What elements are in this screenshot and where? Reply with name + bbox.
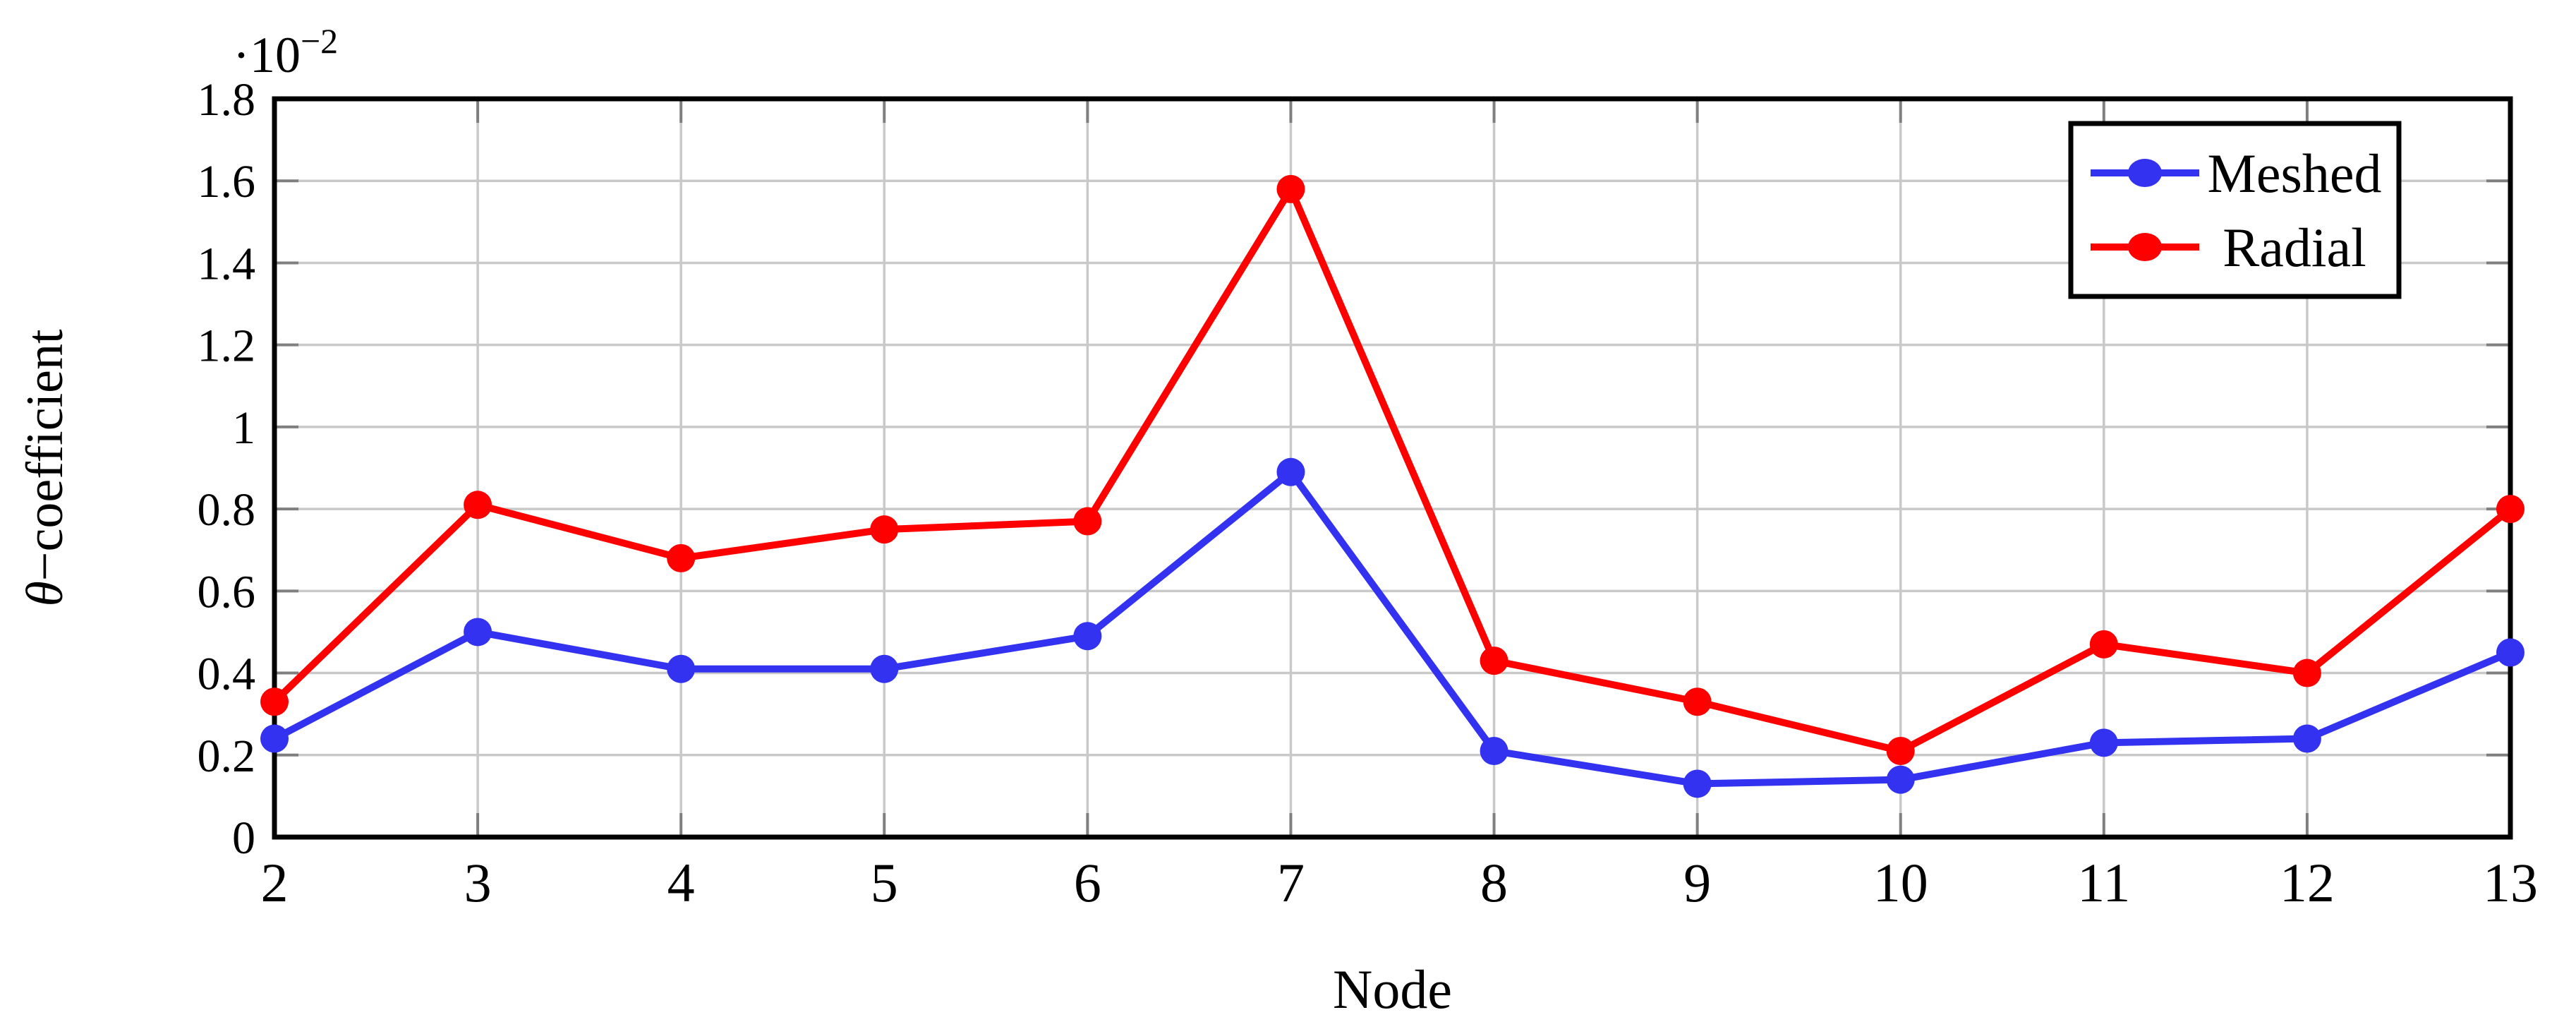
x-tick-label: 7	[1277, 852, 1305, 913]
radial-marker-node-5	[870, 515, 899, 544]
radial-marker-node-12	[2292, 659, 2321, 687]
x-tick-label: 6	[1074, 852, 1101, 913]
y-tick-label: 0.4	[198, 649, 256, 700]
radial-marker-node-6	[1073, 507, 1102, 536]
legend-label: Meshed	[2208, 143, 2382, 204]
radial-series-line	[272, 185, 2513, 755]
meshed-marker-node-4	[667, 654, 696, 683]
x-tick-label: 3	[464, 852, 492, 913]
y-tick-label: 0.8	[198, 484, 256, 536]
y-tick-label: 1.4	[198, 238, 256, 289]
radial-marker-node-3	[464, 491, 492, 519]
radial-marker-node-8	[1480, 647, 1508, 675]
meshed-marker-node-3	[464, 618, 492, 647]
legend-box	[2068, 121, 2402, 299]
legend-item-radial: Radial	[2091, 217, 2366, 278]
meshed-marker-node-11	[2089, 728, 2118, 757]
radial-marker-node-4	[667, 543, 696, 572]
x-tick-label: 5	[871, 852, 898, 913]
x-tick-label: 9	[1683, 852, 1711, 913]
y-tick-label: 1.2	[198, 320, 256, 372]
y-tick-label: 1.6	[198, 156, 256, 208]
radial-marker-node-11	[2089, 630, 2118, 659]
x-axis-title: Node	[1333, 958, 1452, 1020]
y-tick-label: 1.8	[198, 74, 256, 126]
legend: Meshed Radial	[2068, 121, 2402, 299]
radial-series	[260, 174, 2524, 765]
legend-marker-icon	[2128, 159, 2162, 187]
x-tick-label: 10	[1873, 852, 1928, 913]
y-axis-title: θ−coefficient	[16, 329, 74, 607]
meshed-marker-node-10	[1886, 765, 1915, 794]
radial-marker-node-9	[1683, 687, 1712, 716]
y-tick-label: 0.6	[198, 566, 256, 618]
x-tick-label: 2	[261, 852, 289, 913]
meshed-series-line	[272, 468, 2512, 788]
radial-marker-node-10	[1886, 736, 1915, 765]
meshed-marker-node-5	[870, 654, 899, 683]
meshed-series	[260, 457, 2524, 798]
y-tick-label: 0.2	[198, 731, 256, 782]
radial-marker-node-13	[2496, 495, 2524, 524]
x-tick-label: 12	[2280, 852, 2335, 913]
radial-marker-node-2	[260, 687, 289, 716]
plot-border	[272, 96, 2513, 840]
meshed-marker-node-7	[1276, 457, 1305, 486]
legend-marker-icon	[2128, 233, 2162, 261]
meshed-marker-node-12	[2292, 724, 2321, 753]
legend-label: Radial	[2223, 217, 2366, 278]
tick-marks	[273, 99, 2512, 837]
radial-marker-node-7	[1276, 174, 1305, 203]
x-tick-label: 11	[2077, 852, 2130, 913]
x-tick-label: 13	[2483, 852, 2538, 913]
y-tick-label: 0	[232, 812, 255, 864]
legend-item-meshed: Meshed	[2091, 143, 2381, 204]
x-tick-label: 8	[1480, 852, 1508, 913]
y-tick-label: 1	[232, 402, 255, 454]
x-tick-label: 4	[667, 852, 695, 913]
meshed-marker-node-2	[260, 724, 289, 753]
meshed-marker-node-8	[1480, 736, 1508, 765]
axis-labels: 0 0.2 0.4 0.6 0.8 1 1.2 1.4 1.6 1.8 2 3 4 5 6 7 8 9 10 11 12…	[16, 21, 2538, 1020]
meshed-marker-node-9	[1683, 769, 1712, 798]
meshed-marker-node-6	[1073, 622, 1102, 651]
meshed-marker-node-13	[2496, 638, 2524, 667]
y-axis-multiplier-label: ·10−2	[233, 21, 338, 83]
